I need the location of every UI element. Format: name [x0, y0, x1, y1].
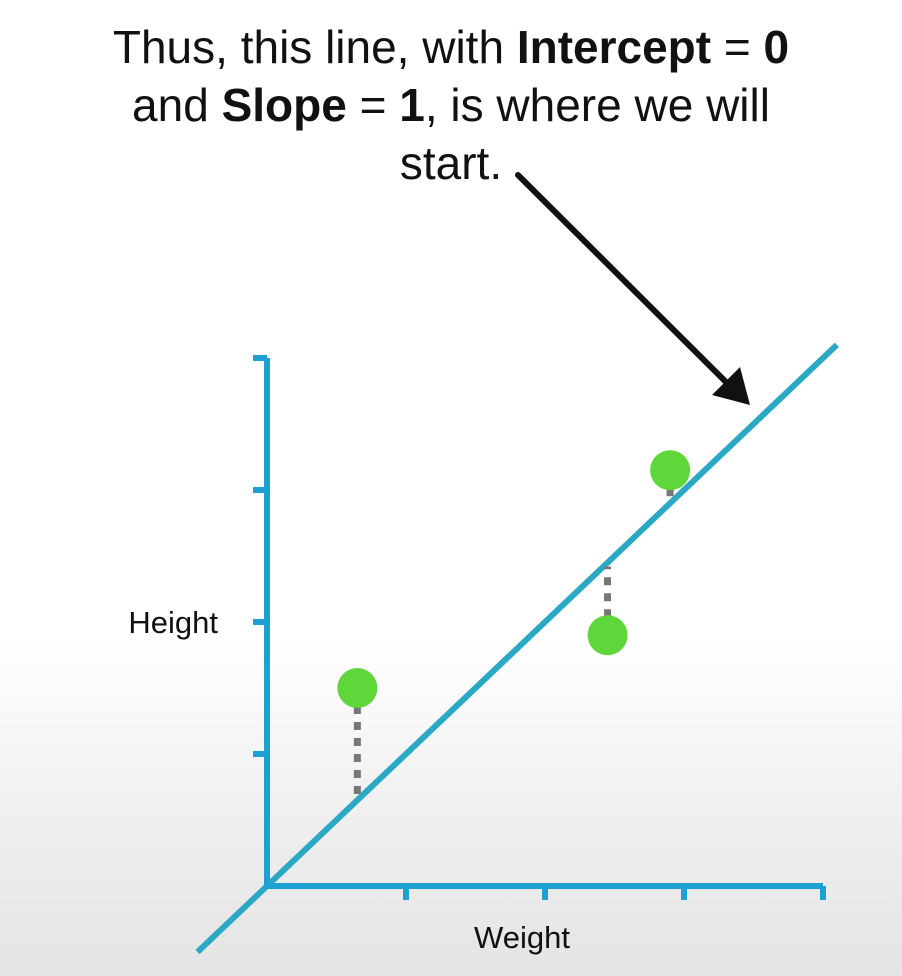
data-point-1 — [337, 668, 378, 708]
x-axis-label: Weight — [474, 920, 570, 955]
points-layer — [337, 450, 691, 708]
caption-intercept-term: Intercept — [516, 21, 712, 73]
arrow-layer — [515, 172, 750, 405]
y-axis-label: Height — [128, 605, 218, 640]
data-point-3 — [650, 450, 691, 491]
caption-text: and — [132, 79, 222, 131]
caption-slope-term: Slope — [221, 79, 347, 131]
axes-layer — [253, 355, 826, 900]
caption-line-3: start. — [399, 137, 503, 189]
caption-text: , is where we will — [424, 79, 770, 131]
annotation-arrow-shaft — [515, 172, 735, 391]
caption-intercept-value: 0 — [763, 21, 790, 73]
caption-text: Thus, this line, with — [112, 21, 517, 73]
fit-line-layer — [195, 342, 839, 955]
caption-slope-value: 1 — [399, 79, 425, 131]
caption-line-2: and Slope = 1, is where we will — [0, 76, 902, 134]
caption-text: = — [711, 21, 764, 73]
caption-text: = — [346, 79, 400, 131]
caption: Thus, this line, with Intercept = 0 and … — [0, 18, 902, 192]
annotation-arrow-head — [712, 367, 750, 405]
caption-line-1: Thus, this line, with Intercept = 0 — [0, 18, 902, 76]
data-point-2 — [587, 615, 628, 656]
fit-line — [195, 342, 839, 955]
